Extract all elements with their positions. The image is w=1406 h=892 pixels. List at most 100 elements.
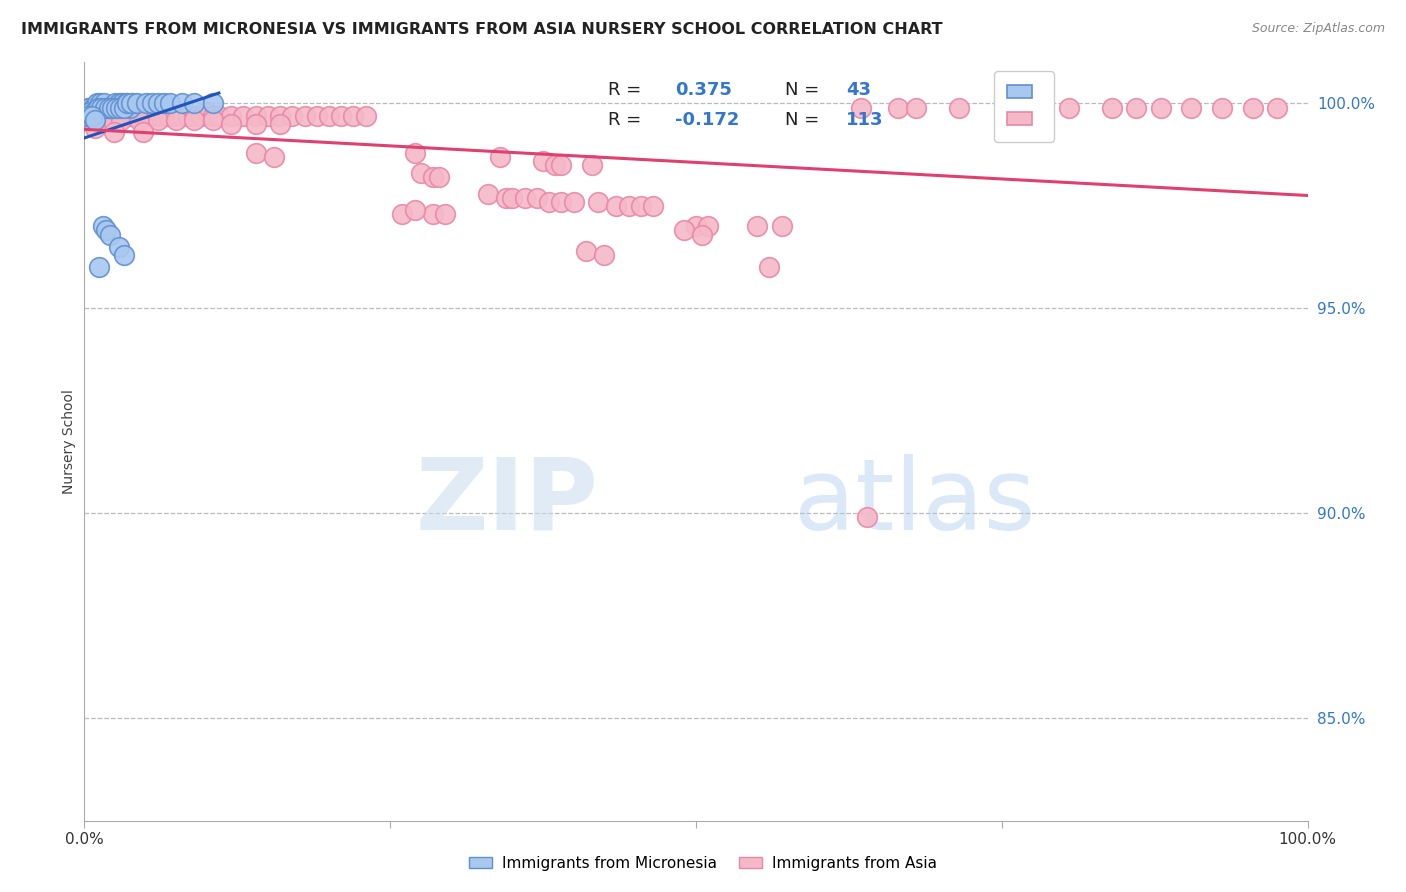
Point — [183, 96, 205, 111]
Point — [245, 117, 267, 131]
Point — [142, 109, 165, 123]
Point — [434, 207, 457, 221]
Point — [79, 104, 101, 119]
Point — [101, 101, 124, 115]
Point — [849, 101, 872, 115]
Point — [97, 101, 120, 115]
Point — [1150, 101, 1173, 115]
Point — [422, 207, 444, 221]
Point — [586, 194, 609, 209]
Point — [201, 109, 224, 123]
Point — [107, 96, 129, 111]
Point — [409, 166, 432, 180]
Point — [342, 109, 364, 123]
Point — [404, 202, 426, 217]
Point — [108, 101, 131, 115]
Point — [132, 125, 155, 139]
Point — [159, 96, 181, 111]
Point — [112, 109, 135, 123]
Point — [83, 104, 105, 119]
Point — [1241, 101, 1264, 115]
Point — [905, 101, 928, 115]
Point — [156, 109, 179, 123]
Point — [172, 96, 194, 111]
Point — [1265, 101, 1288, 115]
Point — [1125, 101, 1147, 115]
Point — [145, 109, 167, 123]
Point — [108, 104, 131, 119]
Point — [120, 109, 142, 123]
Point — [160, 109, 183, 123]
Text: Source: ZipAtlas.com: Source: ZipAtlas.com — [1251, 22, 1385, 36]
Point — [391, 207, 413, 221]
Point — [581, 158, 603, 172]
Point — [94, 101, 117, 115]
Point — [544, 158, 567, 172]
Point — [107, 240, 129, 254]
Point — [97, 101, 120, 115]
Point — [477, 186, 499, 201]
Point — [135, 96, 157, 111]
Point — [550, 158, 572, 172]
Point — [96, 223, 118, 237]
Point — [232, 109, 254, 123]
Point — [201, 96, 224, 111]
Point — [172, 109, 194, 123]
Point — [269, 109, 291, 123]
Point — [1211, 101, 1233, 115]
Point — [526, 191, 548, 205]
Point — [87, 101, 110, 115]
Point — [245, 109, 267, 123]
Y-axis label: Nursery School: Nursery School — [62, 389, 76, 494]
Point — [146, 112, 169, 127]
Point — [513, 191, 536, 205]
Point — [112, 248, 135, 262]
Point — [135, 109, 157, 123]
Point — [149, 109, 172, 123]
Point — [89, 96, 111, 111]
Point — [672, 223, 695, 237]
Point — [146, 96, 169, 111]
Point — [125, 96, 148, 111]
Point — [257, 109, 280, 123]
Point — [141, 96, 163, 111]
Point — [948, 101, 970, 115]
Point — [190, 109, 212, 123]
Point — [489, 150, 512, 164]
Point — [86, 96, 108, 111]
Text: R =: R = — [607, 112, 647, 129]
Point — [354, 109, 377, 123]
Point — [115, 96, 138, 111]
Text: R =: R = — [607, 81, 647, 99]
Point — [1002, 101, 1025, 115]
Point — [1057, 101, 1080, 115]
Point — [131, 109, 153, 123]
Point — [294, 109, 316, 123]
Point — [605, 199, 627, 213]
Point — [105, 104, 128, 119]
Point — [593, 248, 616, 262]
Text: -0.172: -0.172 — [675, 112, 740, 129]
Point — [630, 199, 652, 213]
Text: 113: 113 — [846, 112, 884, 129]
Point — [97, 104, 120, 119]
Point — [77, 109, 100, 123]
Point — [167, 109, 190, 123]
Point — [90, 101, 112, 115]
Point — [79, 101, 101, 115]
Point — [128, 112, 150, 127]
Point — [91, 112, 114, 127]
Point — [93, 96, 115, 111]
Point — [305, 109, 328, 123]
Text: N =: N = — [786, 81, 825, 99]
Point — [201, 112, 224, 127]
Point — [685, 219, 707, 234]
Point — [153, 96, 176, 111]
Point — [263, 150, 285, 164]
Point — [90, 104, 112, 119]
Text: 43: 43 — [846, 81, 872, 99]
Point — [84, 121, 107, 136]
Point — [575, 244, 598, 258]
Point — [165, 112, 187, 127]
Point — [495, 191, 517, 205]
